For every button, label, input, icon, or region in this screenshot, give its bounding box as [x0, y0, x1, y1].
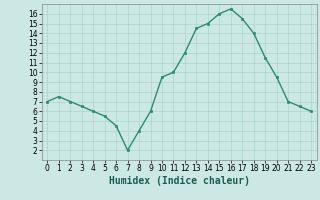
X-axis label: Humidex (Indice chaleur): Humidex (Indice chaleur): [109, 176, 250, 186]
